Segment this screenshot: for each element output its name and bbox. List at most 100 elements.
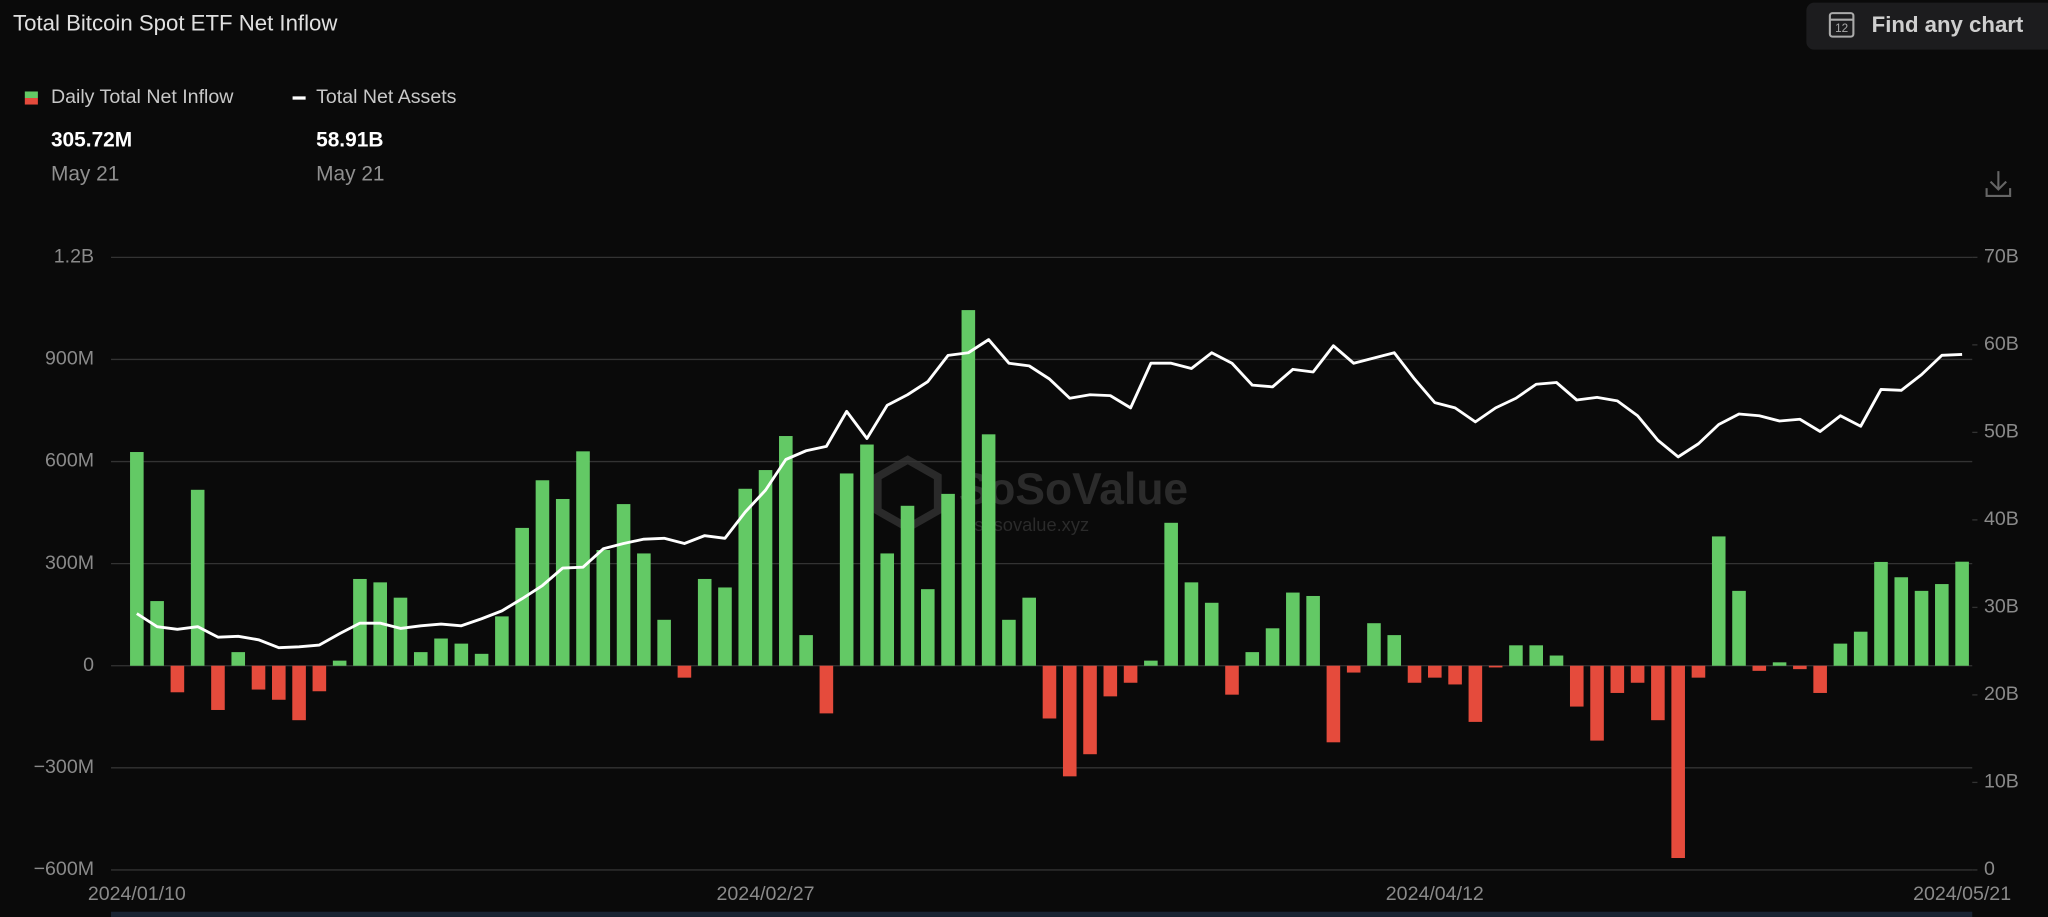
download-icon[interactable] — [1985, 171, 2012, 198]
bar — [1083, 665, 1097, 755]
legend-date: May 21 — [51, 163, 119, 186]
bar — [1164, 522, 1178, 666]
watermark-url: sosovalue.xyz — [974, 514, 1089, 535]
bar — [819, 665, 834, 714]
y2-tick-label: 20B — [1984, 683, 2019, 705]
y2-tick-label: 0 — [1984, 858, 1995, 880]
bar — [616, 504, 631, 666]
bar — [657, 619, 671, 666]
y-tick-label: 300M — [45, 552, 94, 574]
bar — [1144, 660, 1158, 666]
bar — [1286, 592, 1300, 666]
bar — [1204, 602, 1219, 666]
legend-label[interactable]: Daily Total Net Inflow — [51, 86, 234, 108]
bar — [393, 597, 408, 666]
bar — [150, 601, 164, 666]
bar — [596, 550, 611, 666]
bar — [961, 310, 976, 666]
bar — [1691, 665, 1706, 678]
watermark: SoSoValue sosovalue.xyz — [873, 455, 1188, 535]
bar — [1651, 665, 1665, 721]
bar — [211, 665, 225, 710]
bar — [738, 488, 753, 666]
bar — [1448, 665, 1462, 685]
bar — [1225, 665, 1239, 695]
bar — [779, 436, 793, 666]
y-tick-label: 1.2B — [54, 246, 94, 268]
y-tick-label: 0 — [83, 654, 94, 676]
bar — [515, 527, 529, 666]
bar — [1123, 665, 1138, 683]
legend-swatch — [24, 98, 38, 105]
legend-value: 305.72M — [51, 129, 132, 152]
bar — [1914, 590, 1929, 666]
bar — [555, 498, 570, 666]
bar — [434, 638, 448, 666]
bar — [1671, 665, 1685, 859]
bar — [312, 665, 327, 692]
bar — [1732, 590, 1746, 666]
bar — [413, 652, 428, 666]
bar — [799, 635, 813, 666]
bar — [718, 587, 732, 666]
y-tick-label: −300M — [34, 756, 94, 778]
y2-tick-label: 50B — [1984, 421, 2019, 443]
bar — [474, 653, 489, 666]
bar — [880, 553, 895, 666]
y2-tick-label: 70B — [1984, 246, 2019, 268]
bar — [1326, 665, 1341, 743]
bar — [1549, 655, 1564, 666]
search-button[interactable]: 12 Find any chart — [1806, 2, 2048, 50]
y-tick-label: 600M — [45, 450, 94, 472]
bar — [697, 578, 712, 666]
bar — [1265, 628, 1280, 666]
bar — [1772, 662, 1787, 666]
bar — [1793, 665, 1807, 670]
range-slider[interactable] — [111, 911, 1973, 917]
bar — [637, 553, 651, 666]
legend-date: May 21 — [316, 163, 384, 186]
bar — [758, 470, 773, 666]
bar — [1610, 665, 1625, 693]
bar — [454, 643, 469, 666]
legend-swatch — [24, 91, 38, 99]
search-button-bg[interactable] — [1806, 2, 2048, 50]
bar — [332, 660, 347, 666]
bar — [292, 665, 306, 721]
bar — [1367, 623, 1381, 666]
bar — [495, 616, 509, 666]
legend: Daily Total Net Inflow 305.72M May 21 To… — [24, 86, 457, 186]
bar — [1935, 584, 1949, 666]
bar — [1955, 561, 1969, 666]
bar — [231, 652, 246, 666]
bar — [900, 505, 915, 666]
bar — [1103, 665, 1118, 697]
y-tick-label: −600M — [34, 858, 94, 880]
bar — [535, 480, 550, 666]
bar — [920, 589, 935, 666]
bar — [1184, 582, 1199, 666]
search-button-label[interactable]: Find any chart — [1872, 12, 2024, 37]
bars — [130, 310, 1969, 859]
bar — [839, 473, 854, 666]
chart-title: Total Bitcoin Spot ETF Net Inflow — [13, 11, 338, 36]
download-button[interactable] — [1985, 171, 2012, 198]
x-tick-label: 2024/04/12 — [1386, 883, 1484, 905]
bar — [677, 665, 692, 678]
bar — [190, 489, 205, 666]
bar — [1813, 665, 1827, 693]
legend-label[interactable]: Total Net Assets — [316, 86, 457, 108]
bar — [1630, 665, 1645, 683]
bar — [1833, 643, 1848, 666]
bar — [1062, 665, 1077, 777]
bar — [251, 665, 266, 690]
x-tick-label: 2024/02/27 — [717, 883, 815, 905]
bar — [860, 444, 874, 666]
y2-tick-label: 30B — [1984, 596, 2019, 618]
y-tick-label: 900M — [45, 348, 94, 370]
bar — [272, 665, 286, 700]
bar — [1853, 631, 1868, 666]
